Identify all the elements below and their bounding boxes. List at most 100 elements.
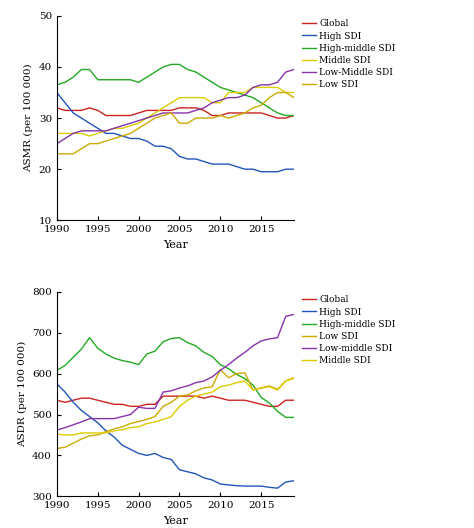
Low-middle SDI [144,405,150,411]
Low SDI [226,374,231,381]
Line: Low-middle SDI: Low-middle SDI [57,314,294,430]
Low SDI [291,374,297,381]
High-middle SDI [242,92,248,98]
Middle SDI [119,125,125,131]
High SDI [87,413,92,420]
Middle SDI [62,432,68,438]
Low SDI [160,403,166,410]
High SDI [152,143,158,149]
Low-middle SDI [177,385,182,391]
Low-Middle SDI [275,79,281,86]
Low-middle SDI [152,405,158,411]
High SDI [185,156,191,162]
High SDI [226,161,231,167]
Global [79,107,84,114]
High-middle SDI [160,338,166,345]
Middle SDI [193,393,199,399]
Low SDI [136,125,141,131]
Low-Middle SDI [226,95,231,101]
X-axis label: Year: Year [163,240,188,250]
High SDI [226,482,231,488]
Low SDI [70,150,76,157]
Low-Middle SDI [266,82,272,88]
Low SDI [218,366,223,373]
Line: Low SDI: Low SDI [57,92,294,154]
Low SDI [266,95,272,101]
High-middle SDI [201,349,207,355]
Global [210,112,215,119]
Low-Middle SDI [144,115,150,121]
High SDI [128,446,133,452]
Low SDI [185,120,191,126]
High-middle SDI [266,105,272,111]
Low SDI [201,385,207,391]
Middle SDI [87,133,92,139]
High-middle SDI [210,353,215,360]
Low SDI [275,386,281,392]
Middle SDI [111,428,117,434]
High SDI [168,146,174,152]
Y-axis label: ASDR (per 100 000): ASDR (per 100 000) [18,341,27,447]
Low-Middle SDI [283,69,289,75]
High SDI [242,166,248,172]
Low-Middle SDI [79,128,84,134]
Global [242,397,248,403]
Global [144,107,150,114]
Middle SDI [177,95,182,101]
Line: High-middle SDI: High-middle SDI [57,64,294,116]
Low SDI [152,413,158,420]
Low SDI [62,444,68,450]
High SDI [201,158,207,165]
Low SDI [111,135,117,142]
High SDI [291,166,297,172]
Low-Middle SDI [136,117,141,124]
High-middle SDI [250,95,256,101]
High SDI [250,483,256,489]
Global [193,105,199,111]
Low-middle SDI [201,378,207,384]
High-middle SDI [70,354,76,361]
Low-middle SDI [291,311,297,317]
Low SDI [291,95,297,101]
Global [218,395,223,401]
Low SDI [250,387,256,393]
High SDI [152,450,158,457]
Low SDI [258,385,264,391]
Low-middle SDI [128,411,133,418]
High-middle SDI [177,335,182,341]
Middle SDI [283,89,289,96]
Low SDI [266,383,272,389]
Line: Low-Middle SDI: Low-Middle SDI [57,70,294,144]
Low-middle SDI [226,362,231,368]
High SDI [95,420,100,426]
Low SDI [193,388,199,394]
High-middle SDI [242,375,248,382]
High-middle SDI [95,345,100,352]
Low SDI [242,110,248,116]
High SDI [128,135,133,142]
Global [201,107,207,114]
High SDI [177,467,182,473]
Global [128,403,133,410]
Global [283,397,289,403]
Low SDI [160,112,166,119]
Global [291,112,297,119]
High SDI [160,143,166,149]
Global [168,393,174,399]
High SDI [54,381,60,387]
Middle SDI [185,397,191,403]
High-middle SDI [250,382,256,388]
High SDI [266,484,272,491]
High-middle SDI [283,112,289,119]
Global [266,112,272,119]
Middle SDI [266,383,272,390]
Middle SDI [103,128,109,134]
Low-middle SDI [95,416,100,422]
Low SDI [226,115,231,121]
Low SDI [177,393,182,399]
Line: High SDI: High SDI [57,384,294,488]
Low-middle SDI [103,416,109,422]
Global [79,395,84,401]
Middle SDI [54,130,60,137]
Global [250,399,256,406]
